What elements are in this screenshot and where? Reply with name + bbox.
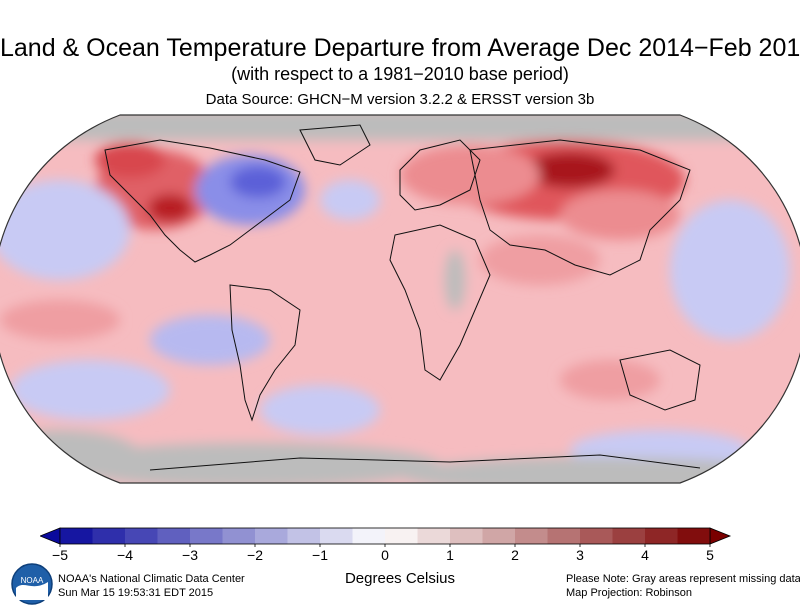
colorbar-bin [255,528,288,544]
asia-outline [469,139,691,276]
colorbar-tick-label: −2 [247,547,263,562]
south-america-outline [229,284,301,422]
north-america-outline [104,139,301,263]
colorbar-min-arrow [40,527,61,545]
colorbar-bin [482,528,515,544]
colorbar-bin [190,528,223,544]
colorbar-tick-label: −1 [312,547,328,562]
colorbar-bin [580,528,613,544]
footer-right: Please Note: Gray areas represent missin… [566,572,800,600]
colorbar-bin [645,528,678,544]
africa-outline [389,224,491,381]
colorbar-tick-label: 2 [511,547,519,562]
data-source: Data Source: GHCN−M version 3.2.2 & ERSS… [205,91,595,108]
colorbar-tick-label: 0 [381,547,389,562]
colorbar-bin [320,528,353,544]
logo-text: NOAA [21,576,44,585]
colorbar-tick-label: 4 [641,547,649,562]
colorbar-bin [92,528,125,544]
colorbar-tick-label: 1 [446,547,454,562]
colorbar-bin [222,528,255,544]
missing-data-note: Please Note: Gray areas represent missin… [566,573,800,585]
colorbar-tick-label: 5 [706,547,714,562]
colorbar-tick-label: 3 [576,547,584,562]
colorbar-bin [677,528,710,544]
color-scale-legend: −5 −4 −3 −2 −1 0 1 2 3 4 5 [40,527,732,562]
europe-outline [399,139,481,211]
footer-left: NOAA's National Climatic Data Center Sun… [58,572,245,600]
legend-units: Degrees Celsius [344,570,456,587]
colorbar-bin [515,528,548,544]
colorbar-bin [612,528,645,544]
colorbar-bin [287,528,320,544]
colorbar-bin [157,528,190,544]
colorbar-tick-label: −3 [182,547,198,562]
colorbar-bin [547,528,580,544]
colorbar-tick-label: −4 [117,547,133,562]
noaa-logo-icon: NOAA [11,563,53,605]
colorbar-bin [450,528,483,544]
colorbar-bin [60,528,93,544]
map-projection: Map Projection: Robinson [566,587,692,599]
generation-timestamp: Sun Mar 15 19:53:31 EDT 2015 [58,587,214,599]
map-title: Land & Ocean Temperature Departure from … [0,34,800,62]
colorbar-bin [417,528,450,544]
colorbar-bin [125,528,158,544]
greenland-outline [299,124,371,166]
colorbar-tick-label: −5 [52,547,68,562]
colorbar-bin [352,528,385,544]
map-subtitle: (with respect to a 1981−2010 base period… [231,64,569,84]
organization-name: NOAA's National Climatic Data Center [58,573,245,585]
colorbar-bin [385,528,418,544]
antarctica-outline [149,454,701,471]
australia-outline [619,349,701,411]
colorbar-max-arrow [709,527,732,545]
